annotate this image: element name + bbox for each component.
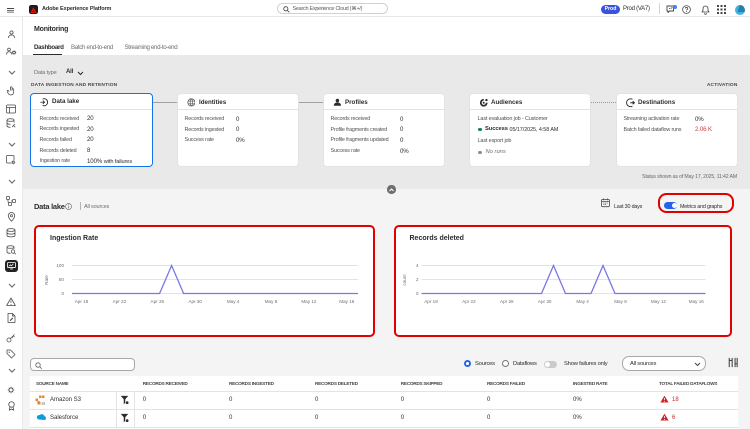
svg-text:Apr 30: Apr 30 xyxy=(188,299,202,304)
svg-text:S3: S3 xyxy=(42,401,46,405)
svg-text:Apr 26: Apr 26 xyxy=(500,299,514,304)
svg-text:May 4: May 4 xyxy=(576,299,589,304)
svg-text:Apr 18: Apr 18 xyxy=(424,299,438,304)
svg-text:0: 0 xyxy=(61,291,64,296)
svg-text:May 16: May 16 xyxy=(339,299,355,304)
svg-text:May 16: May 16 xyxy=(688,299,704,304)
svg-text:2: 2 xyxy=(415,277,418,282)
svg-text:May 8: May 8 xyxy=(265,299,278,304)
svg-text:0: 0 xyxy=(415,291,418,296)
svg-text:4: 4 xyxy=(415,263,418,268)
svg-text:count: count xyxy=(402,274,407,286)
svg-text:May 8: May 8 xyxy=(614,299,627,304)
svg-text:100: 100 xyxy=(56,263,64,268)
svg-text:May 12: May 12 xyxy=(650,299,666,304)
svg-text:Apr 26: Apr 26 xyxy=(151,299,165,304)
svg-text:50: 50 xyxy=(59,277,65,282)
svg-text:May 12: May 12 xyxy=(301,299,317,304)
svg-text:Apr 18: Apr 18 xyxy=(75,299,89,304)
svg-text:Apr 30: Apr 30 xyxy=(537,299,551,304)
svg-text:Apr 22: Apr 22 xyxy=(113,299,127,304)
svg-text:May 4: May 4 xyxy=(227,299,240,304)
svg-text:Rate: Rate xyxy=(44,275,49,285)
svg-text:Apr 22: Apr 22 xyxy=(462,299,476,304)
